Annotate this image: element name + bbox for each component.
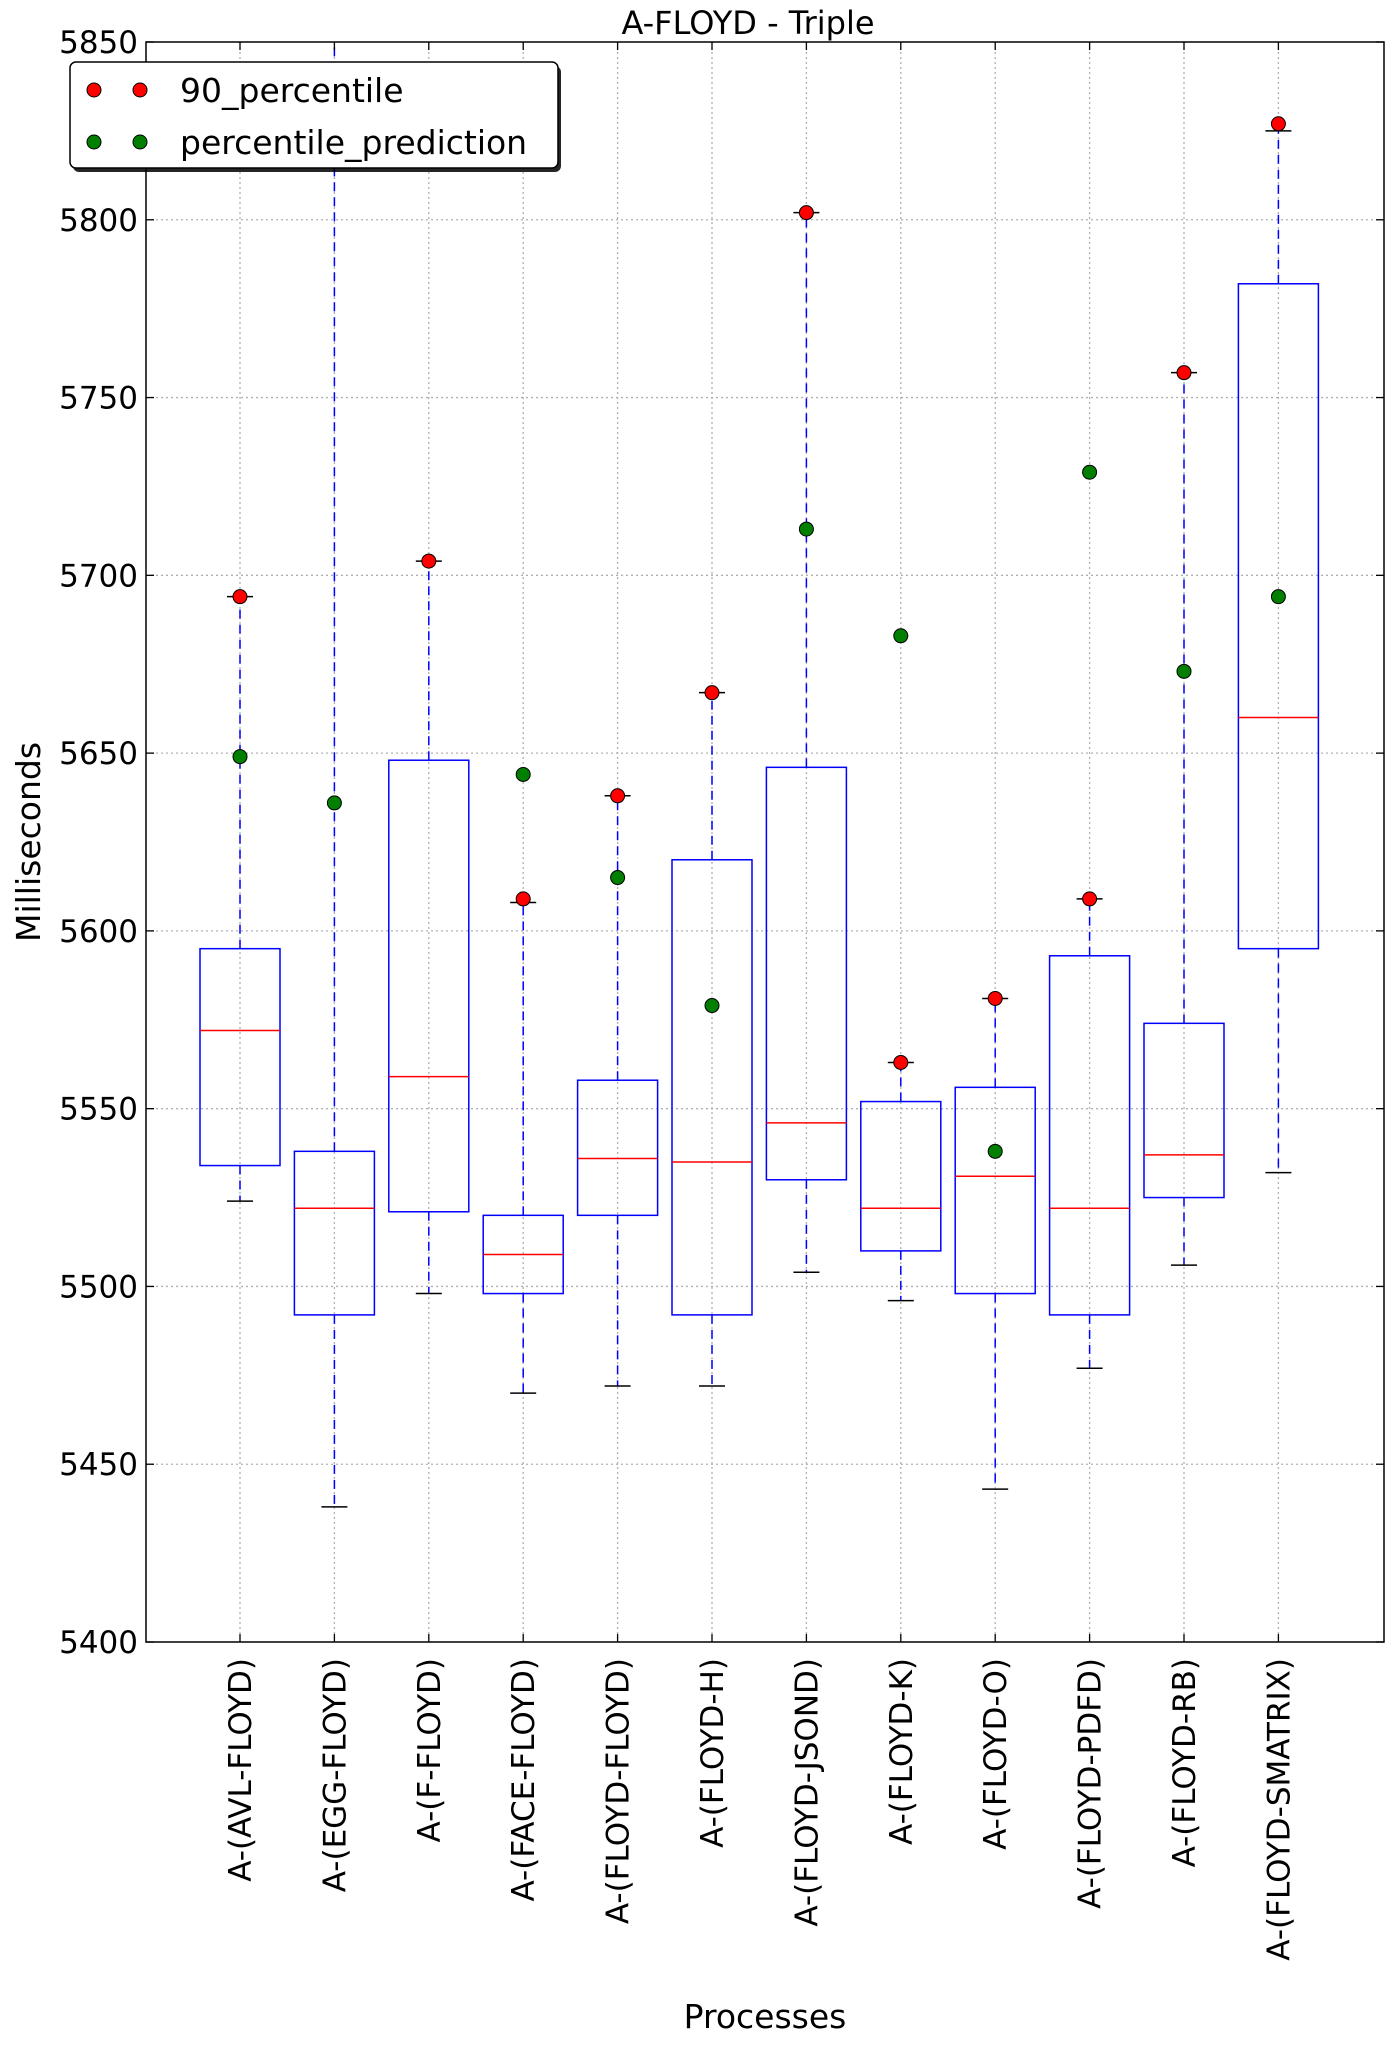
iqr-box bbox=[954, 1086, 1036, 1295]
legend-label: 90_percentile bbox=[180, 71, 404, 110]
percentile-prediction-point bbox=[704, 998, 720, 1014]
y-tick-label: 5700 bbox=[59, 558, 138, 594]
y-tick-label: 5500 bbox=[59, 1269, 138, 1305]
legend-marker bbox=[132, 82, 148, 98]
iqr-box bbox=[1237, 283, 1320, 950]
iqr-box bbox=[293, 1150, 376, 1316]
x-category-label: A-(FLOYD-RB) bbox=[1167, 1658, 1203, 1867]
percentile-prediction-point bbox=[232, 749, 248, 765]
percentile-90-point bbox=[1176, 365, 1192, 381]
percentile-90-point bbox=[704, 685, 720, 701]
percentile-90-point bbox=[987, 990, 1003, 1006]
iqr-box bbox=[199, 947, 281, 1167]
box-plot-elements bbox=[199, 42, 1320, 1508]
x-category-label: A-(F-FLOYD) bbox=[412, 1658, 448, 1842]
x-category-label: A-(FLOYD-SMATRIX) bbox=[1261, 1658, 1297, 1961]
percentile-prediction-point bbox=[1176, 663, 1192, 679]
percentile-90-point bbox=[610, 788, 626, 804]
legend-label: percentile_prediction bbox=[180, 123, 527, 162]
legend-marker bbox=[132, 134, 148, 150]
x-category-label: A-(FLOYD-PDFD) bbox=[1073, 1658, 1109, 1909]
legend: 90_percentile percentile_prediction bbox=[69, 61, 561, 172]
percentile-prediction-point bbox=[610, 870, 626, 886]
percentile-prediction-point bbox=[987, 1143, 1003, 1159]
y-tick-label: 5750 bbox=[59, 381, 138, 417]
x-axis-ticks: A-(AVL-FLOYD) A-(EGG-FLOYD) A-(F-FLOYD) A-(… bbox=[223, 42, 1297, 1961]
percentile-prediction-point bbox=[326, 795, 342, 811]
percentile-90-point bbox=[893, 1054, 909, 1070]
y-tick-label: 5400 bbox=[59, 1625, 138, 1661]
plot-frame bbox=[145, 41, 1385, 1643]
percentile-90-point bbox=[1082, 891, 1098, 907]
percentile-prediction-point bbox=[515, 766, 531, 782]
percentile-prediction-point bbox=[893, 628, 909, 644]
iqr-box bbox=[671, 859, 753, 1316]
y-tick-label: 5550 bbox=[59, 1092, 138, 1128]
y-axis-title: Milliseconds bbox=[9, 742, 48, 942]
legend-marker bbox=[86, 82, 102, 98]
y-tick-label: 5650 bbox=[59, 736, 138, 772]
x-category-label: A-(FLOYD-K) bbox=[884, 1658, 920, 1845]
legend-marker bbox=[86, 134, 102, 150]
percentile-90-point bbox=[515, 891, 531, 907]
y-tick-label: 5450 bbox=[59, 1447, 138, 1483]
iqr-box bbox=[860, 1100, 942, 1252]
x-category-label: A-(FACE-FLOYD) bbox=[506, 1658, 542, 1901]
x-category-label: A-(AVL-FLOYD) bbox=[223, 1658, 259, 1882]
y-axis-ticks: 5400 5450 5500 5550 5600 5650 5700 5750 5800 5850 bbox=[59, 25, 1384, 1661]
percentile-prediction-point bbox=[1270, 589, 1286, 605]
x-axis-title: Processes bbox=[684, 1997, 847, 2036]
y-tick-label: 5800 bbox=[59, 203, 138, 239]
percentile-90-point bbox=[1270, 116, 1286, 132]
grid-lines bbox=[146, 42, 1384, 1642]
percentile-prediction-point bbox=[1082, 464, 1098, 480]
x-category-label: A-(FLOYD-FLOYD) bbox=[601, 1658, 637, 1924]
x-category-label: A-(FLOYD-JSOND) bbox=[789, 1658, 825, 1927]
iqr-box bbox=[576, 1079, 659, 1217]
x-category-label: A-(FLOYD-O) bbox=[978, 1658, 1014, 1850]
percentile-90-point bbox=[421, 553, 437, 569]
iqr-box bbox=[1048, 955, 1131, 1316]
data-points bbox=[232, 116, 1286, 1159]
iqr-box bbox=[765, 766, 848, 1181]
percentile-90-point bbox=[798, 205, 814, 221]
iqr-box bbox=[388, 759, 470, 1213]
x-category-label: A-(EGG-FLOYD) bbox=[317, 1658, 353, 1892]
iqr-box bbox=[1143, 1022, 1225, 1199]
x-category-label: A-(FLOYD-H) bbox=[695, 1658, 731, 1848]
chart-title: A-FLOYD - Triple bbox=[621, 4, 874, 42]
percentile-90-point bbox=[232, 589, 248, 605]
y-tick-label: 5850 bbox=[59, 25, 138, 61]
legend-box bbox=[69, 61, 559, 169]
percentile-prediction-point bbox=[798, 521, 814, 537]
y-tick-label: 5600 bbox=[59, 914, 138, 950]
